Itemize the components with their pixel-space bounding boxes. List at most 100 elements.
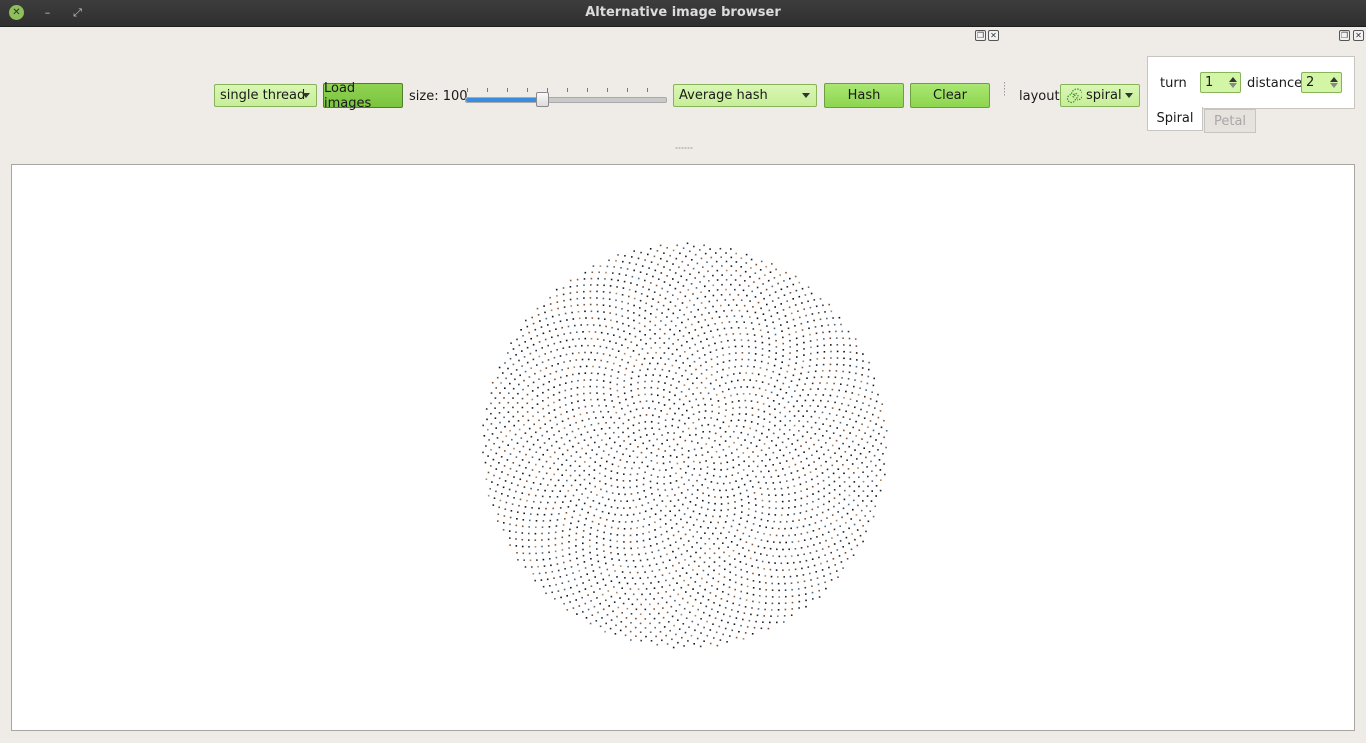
image-thumbnail[interactable] xyxy=(527,385,529,387)
image-thumbnail[interactable] xyxy=(498,366,501,369)
image-thumbnail[interactable] xyxy=(543,565,546,567)
image-thumbnail[interactable] xyxy=(783,406,786,409)
image-thumbnail[interactable] xyxy=(864,432,866,434)
image-thumbnail[interactable] xyxy=(535,552,537,555)
image-thumbnail[interactable] xyxy=(589,457,592,459)
image-thumbnail[interactable] xyxy=(624,521,627,523)
image-thumbnail[interactable] xyxy=(784,527,786,530)
image-thumbnail[interactable] xyxy=(574,470,576,472)
image-thumbnail[interactable] xyxy=(791,395,793,398)
image-thumbnail[interactable] xyxy=(743,304,746,307)
image-thumbnail[interactable] xyxy=(687,289,690,291)
image-thumbnail[interactable] xyxy=(865,456,867,459)
image-thumbnail[interactable] xyxy=(774,424,776,427)
image-thumbnail[interactable] xyxy=(842,416,845,418)
image-thumbnail[interactable] xyxy=(735,261,738,263)
image-thumbnail[interactable] xyxy=(817,439,820,442)
image-thumbnail[interactable] xyxy=(619,459,622,461)
image-thumbnail[interactable] xyxy=(508,392,510,394)
image-thumbnail[interactable] xyxy=(693,360,696,363)
image-thumbnail[interactable] xyxy=(866,441,869,444)
image-thumbnail[interactable] xyxy=(590,527,592,529)
image-thumbnail[interactable] xyxy=(739,274,742,277)
image-thumbnail[interactable] xyxy=(519,374,521,377)
image-thumbnail[interactable] xyxy=(836,363,838,366)
image-thumbnail[interactable] xyxy=(687,318,689,321)
image-thumbnail[interactable] xyxy=(761,506,764,508)
image-thumbnail[interactable] xyxy=(797,454,800,457)
image-thumbnail[interactable] xyxy=(709,548,711,550)
image-thumbnail[interactable] xyxy=(827,508,830,511)
image-thumbnail[interactable] xyxy=(757,408,760,411)
image-thumbnail[interactable] xyxy=(648,564,651,567)
image-thumbnail[interactable] xyxy=(714,342,716,345)
image-thumbnail[interactable] xyxy=(698,418,700,421)
image-thumbnail[interactable] xyxy=(747,285,750,287)
image-thumbnail[interactable] xyxy=(554,451,556,454)
image-thumbnail[interactable] xyxy=(830,522,832,525)
image-thumbnail[interactable] xyxy=(602,297,605,300)
image-thumbnail[interactable] xyxy=(649,329,651,331)
image-thumbnail[interactable] xyxy=(654,342,657,344)
image-thumbnail[interactable] xyxy=(833,528,836,531)
image-thumbnail[interactable] xyxy=(569,298,572,301)
image-thumbnail[interactable] xyxy=(769,534,772,536)
image-thumbnail[interactable] xyxy=(631,520,633,523)
image-thumbnail[interactable] xyxy=(791,541,794,543)
image-thumbnail[interactable] xyxy=(655,635,657,638)
image-thumbnail[interactable] xyxy=(788,386,790,388)
image-thumbnail[interactable] xyxy=(728,425,730,428)
image-thumbnail[interactable] xyxy=(783,433,786,435)
image-thumbnail[interactable] xyxy=(841,377,843,379)
image-thumbnail[interactable] xyxy=(694,598,697,601)
image-thumbnail[interactable] xyxy=(514,433,517,436)
image-thumbnail[interactable] xyxy=(542,558,545,561)
image-thumbnail[interactable] xyxy=(673,333,676,336)
image-thumbnail[interactable] xyxy=(829,572,832,575)
image-thumbnail[interactable] xyxy=(858,476,860,478)
image-thumbnail[interactable] xyxy=(698,357,701,359)
image-thumbnail[interactable] xyxy=(563,427,566,429)
image-thumbnail[interactable] xyxy=(722,354,725,356)
image-thumbnail[interactable] xyxy=(740,590,742,593)
image-thumbnail[interactable] xyxy=(778,596,780,598)
image-thumbnail[interactable] xyxy=(529,559,532,562)
image-thumbnail[interactable] xyxy=(726,496,729,498)
image-thumbnail[interactable] xyxy=(846,459,848,461)
image-thumbnail[interactable] xyxy=(738,552,740,555)
image-thumbnail[interactable] xyxy=(629,630,632,633)
image-thumbnail[interactable] xyxy=(797,310,799,312)
image-thumbnail[interactable] xyxy=(601,617,603,619)
image-thumbnail[interactable] xyxy=(656,504,658,507)
image-thumbnail[interactable] xyxy=(782,548,784,551)
image-thumbnail[interactable] xyxy=(534,494,537,497)
image-thumbnail[interactable] xyxy=(696,518,698,521)
image-thumbnail[interactable] xyxy=(848,494,851,497)
image-thumbnail[interactable] xyxy=(644,627,647,629)
image-thumbnail[interactable] xyxy=(770,615,772,617)
image-thumbnail[interactable] xyxy=(633,365,635,367)
image-thumbnail[interactable] xyxy=(535,431,537,434)
image-thumbnail[interactable] xyxy=(779,420,782,422)
image-thumbnail[interactable] xyxy=(825,442,827,444)
image-thumbnail[interactable] xyxy=(815,364,818,366)
image-thumbnail[interactable] xyxy=(734,288,736,291)
image-thumbnail[interactable] xyxy=(643,387,646,389)
image-thumbnail[interactable] xyxy=(679,575,681,577)
image-thumbnail[interactable] xyxy=(731,609,733,611)
image-thumbnail[interactable] xyxy=(628,288,631,291)
image-thumbnail[interactable] xyxy=(732,407,734,410)
image-thumbnail[interactable] xyxy=(610,477,612,480)
image-thumbnail[interactable] xyxy=(690,283,693,285)
image-thumbnail[interactable] xyxy=(804,383,806,385)
image-thumbnail[interactable] xyxy=(495,427,497,429)
image-thumbnail[interactable] xyxy=(490,449,492,451)
image-thumbnail[interactable] xyxy=(537,314,540,316)
image-thumbnail[interactable] xyxy=(564,397,567,399)
image-thumbnail[interactable] xyxy=(681,302,684,304)
image-thumbnail[interactable] xyxy=(584,602,587,605)
image-thumbnail[interactable] xyxy=(805,481,807,483)
image-thumbnail[interactable] xyxy=(557,307,559,310)
image-thumbnail[interactable] xyxy=(740,498,743,501)
image-thumbnail[interactable] xyxy=(803,308,805,310)
